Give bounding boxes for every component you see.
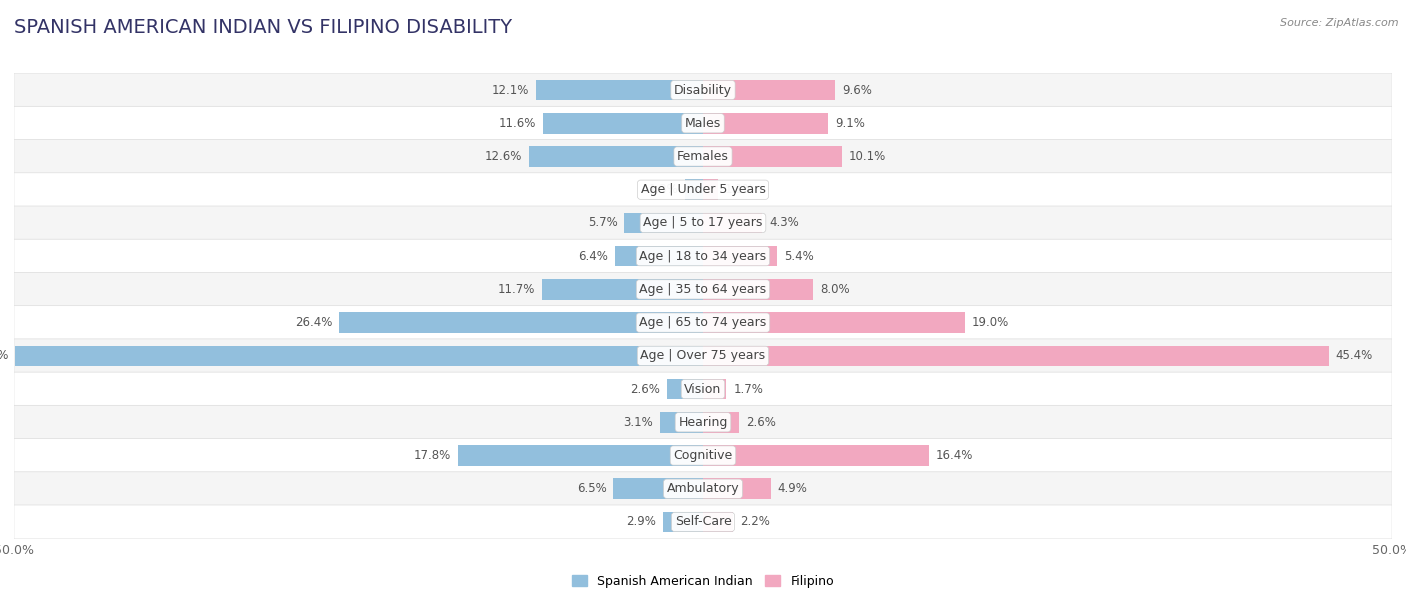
Bar (703, 246, 778, 266)
FancyBboxPatch shape (14, 372, 1392, 406)
Text: Age | 65 to 74 years: Age | 65 to 74 years (640, 316, 766, 329)
FancyBboxPatch shape (14, 505, 1392, 539)
Bar (703, 146, 842, 167)
Bar (703, 113, 828, 133)
Text: 11.7%: 11.7% (498, 283, 534, 296)
Bar (703, 212, 762, 233)
Text: 10.1%: 10.1% (849, 150, 886, 163)
Text: Females: Females (678, 150, 728, 163)
Text: Ambulatory: Ambulatory (666, 482, 740, 495)
Text: 5.7%: 5.7% (588, 217, 617, 230)
Text: Age | Under 5 years: Age | Under 5 years (641, 183, 765, 196)
Text: 17.8%: 17.8% (413, 449, 451, 462)
Text: 3.1%: 3.1% (624, 416, 654, 429)
FancyBboxPatch shape (14, 439, 1392, 472)
Bar (703, 379, 727, 400)
FancyBboxPatch shape (14, 472, 1392, 506)
Bar (703, 412, 738, 433)
Bar (703, 479, 770, 499)
Bar (339, 312, 703, 333)
Text: 4.9%: 4.9% (778, 482, 807, 495)
Text: Cognitive: Cognitive (673, 449, 733, 462)
Text: 26.4%: 26.4% (295, 316, 332, 329)
Bar (458, 445, 703, 466)
Bar (703, 346, 1329, 366)
Text: 1.1%: 1.1% (725, 183, 755, 196)
Text: Age | 35 to 64 years: Age | 35 to 64 years (640, 283, 766, 296)
FancyBboxPatch shape (14, 239, 1392, 273)
Text: SPANISH AMERICAN INDIAN VS FILIPINO DISABILITY: SPANISH AMERICAN INDIAN VS FILIPINO DISA… (14, 18, 512, 37)
Text: Age | 18 to 34 years: Age | 18 to 34 years (640, 250, 766, 263)
Legend: Spanish American Indian, Filipino: Spanish American Indian, Filipino (567, 570, 839, 593)
Text: 2.6%: 2.6% (745, 416, 776, 429)
Text: 2.2%: 2.2% (740, 515, 770, 528)
Bar (543, 113, 703, 133)
Text: Self-Care: Self-Care (675, 515, 731, 528)
Text: Disability: Disability (673, 84, 733, 97)
Bar (624, 212, 703, 233)
Text: 9.6%: 9.6% (842, 84, 872, 97)
Bar (15, 346, 703, 366)
Text: Males: Males (685, 117, 721, 130)
Bar (664, 512, 703, 532)
Text: 11.6%: 11.6% (499, 117, 536, 130)
Bar (668, 379, 703, 400)
Text: 1.7%: 1.7% (734, 382, 763, 395)
Text: Source: ZipAtlas.com: Source: ZipAtlas.com (1281, 18, 1399, 28)
Text: 2.6%: 2.6% (630, 382, 661, 395)
Bar (703, 80, 835, 100)
Bar (703, 312, 965, 333)
Bar (613, 479, 703, 499)
Text: 5.4%: 5.4% (785, 250, 814, 263)
FancyBboxPatch shape (14, 272, 1392, 307)
Bar (703, 445, 929, 466)
FancyBboxPatch shape (14, 206, 1392, 240)
Text: 1.3%: 1.3% (648, 183, 678, 196)
Bar (703, 512, 734, 532)
Text: 19.0%: 19.0% (972, 316, 1010, 329)
Text: 8.0%: 8.0% (820, 283, 849, 296)
FancyBboxPatch shape (14, 405, 1392, 439)
Bar (685, 179, 703, 200)
Text: 9.1%: 9.1% (835, 117, 865, 130)
FancyBboxPatch shape (14, 73, 1392, 107)
Text: 6.4%: 6.4% (578, 250, 607, 263)
Text: Vision: Vision (685, 382, 721, 395)
Text: Age | 5 to 17 years: Age | 5 to 17 years (644, 217, 762, 230)
FancyBboxPatch shape (14, 106, 1392, 140)
FancyBboxPatch shape (14, 140, 1392, 173)
Bar (703, 279, 813, 300)
Text: 49.9%: 49.9% (0, 349, 8, 362)
FancyBboxPatch shape (14, 305, 1392, 340)
Text: 12.6%: 12.6% (485, 150, 523, 163)
Text: 4.3%: 4.3% (769, 217, 799, 230)
Bar (703, 179, 718, 200)
Bar (661, 412, 703, 433)
Text: 6.5%: 6.5% (576, 482, 606, 495)
FancyBboxPatch shape (14, 173, 1392, 207)
Bar (614, 246, 703, 266)
Text: 12.1%: 12.1% (492, 84, 530, 97)
Bar (541, 279, 703, 300)
Bar (536, 80, 703, 100)
Text: 16.4%: 16.4% (936, 449, 973, 462)
Text: 2.9%: 2.9% (626, 515, 657, 528)
Text: Age | Over 75 years: Age | Over 75 years (641, 349, 765, 362)
FancyBboxPatch shape (14, 339, 1392, 373)
Text: 45.4%: 45.4% (1336, 349, 1372, 362)
Bar (530, 146, 703, 167)
Text: Hearing: Hearing (678, 416, 728, 429)
